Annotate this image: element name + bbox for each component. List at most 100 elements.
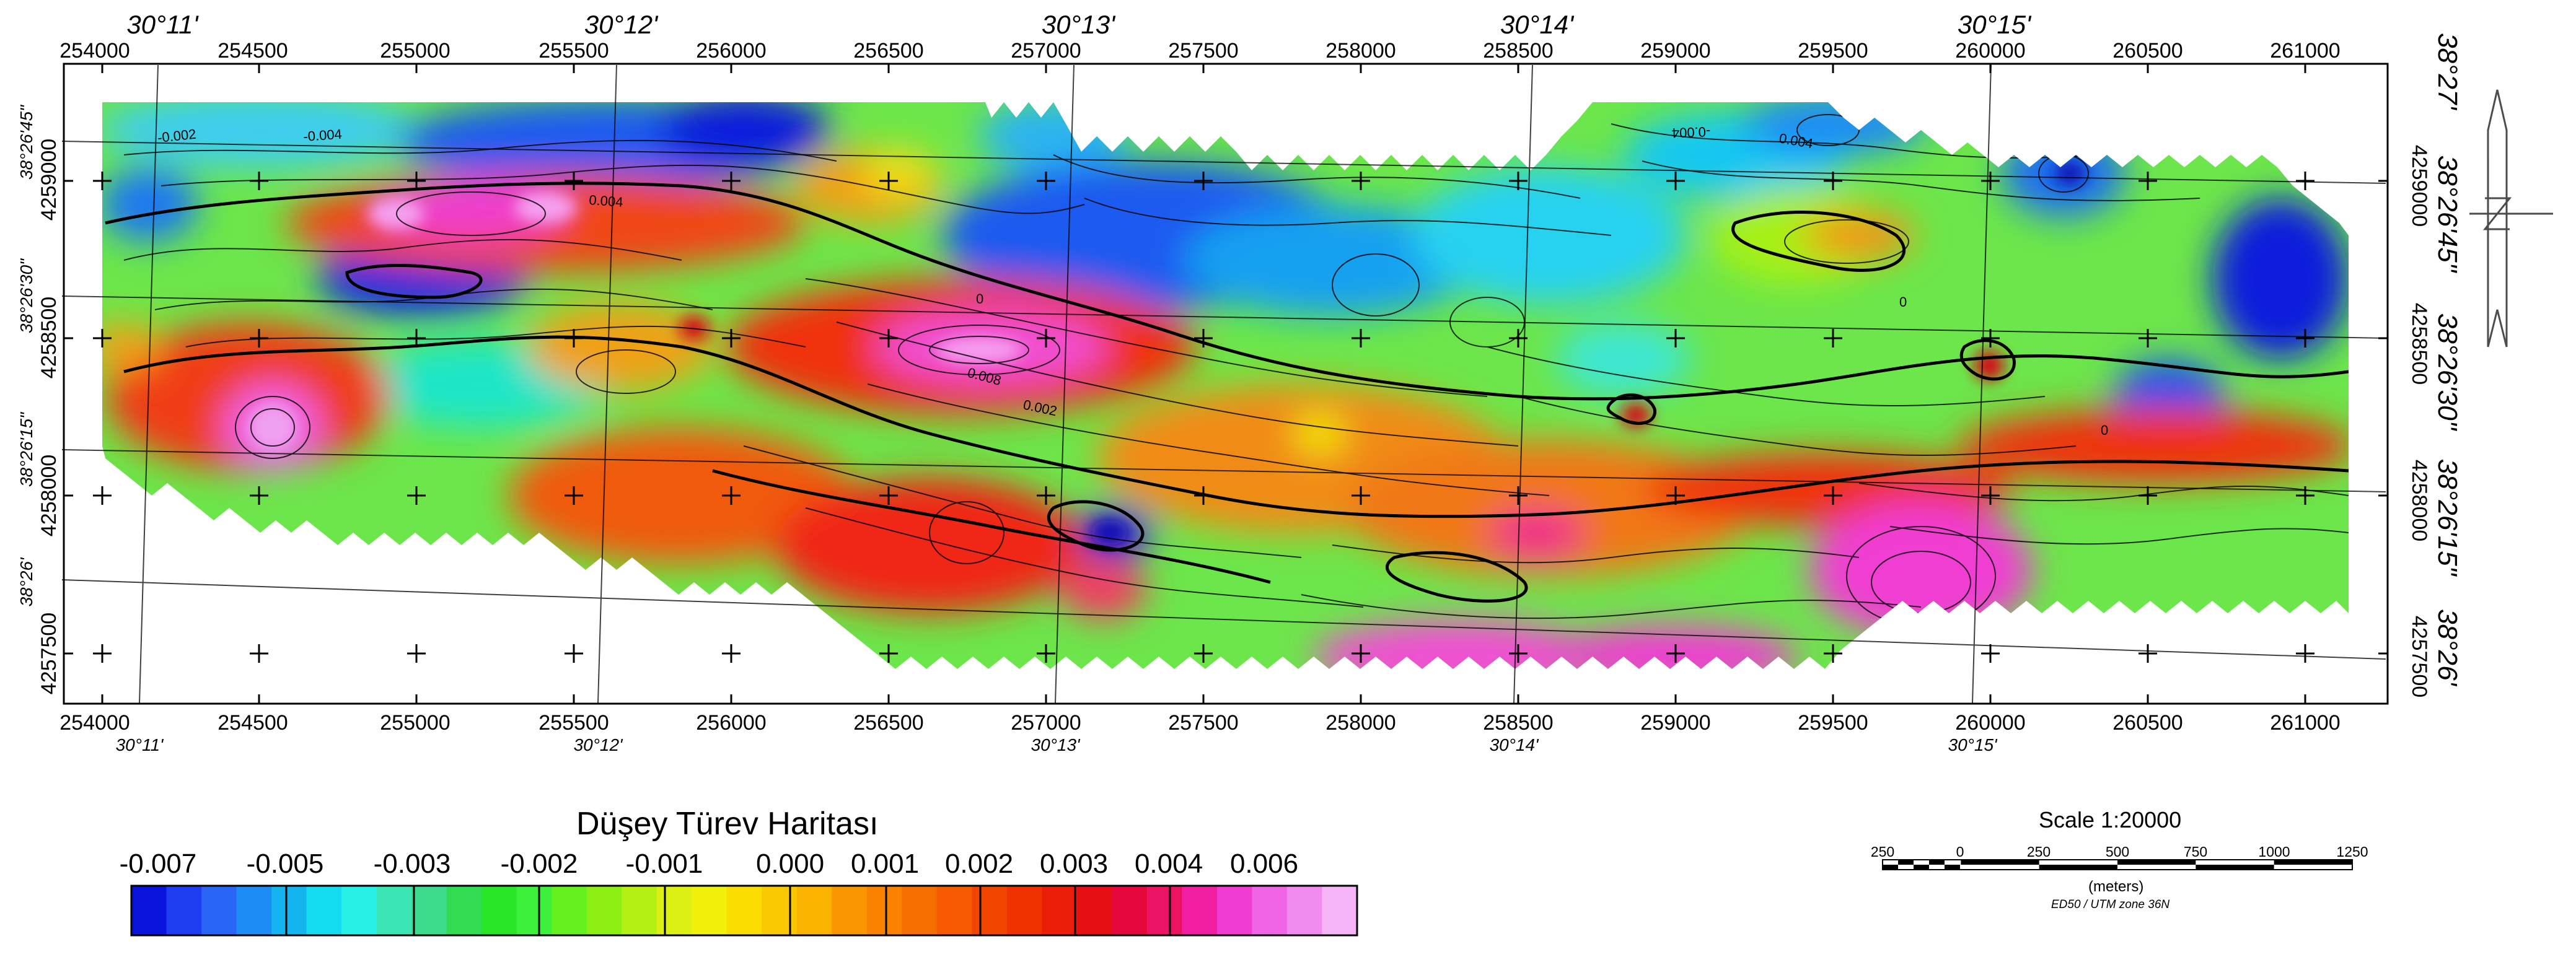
- x-tick-bottom: 254000: [59, 711, 130, 735]
- x-tick-top: 257000: [1011, 39, 1081, 63]
- x-tick-top: 258000: [1325, 39, 1396, 63]
- lat-label-right: 38°27': [2432, 33, 2463, 110]
- colorbar-swatch: [972, 886, 1008, 935]
- scale-title: Scale 1:20000: [2039, 807, 2182, 832]
- x-tick-top: 255000: [380, 39, 450, 63]
- colorbar-swatch: [166, 886, 202, 935]
- colorbar-swatch: [446, 886, 482, 935]
- colorbar-swatch: [762, 886, 798, 935]
- scale-label: 500: [2105, 844, 2130, 860]
- scale-segment: [1929, 860, 1945, 865]
- colorbar-swatch: [586, 886, 622, 935]
- y-tick-left: 4258000: [37, 455, 61, 536]
- contour-label: -0.004: [303, 126, 343, 144]
- scale-label: 1000: [2258, 844, 2290, 860]
- colorbar-label: -0.001: [625, 849, 703, 879]
- utm-grid-crosses: [93, 172, 2314, 663]
- lon-label-bottom: 30°13': [1031, 735, 1081, 754]
- scale-label: 1250: [2336, 844, 2368, 860]
- colorbar-swatch: [726, 886, 762, 935]
- contour-lines: [105, 114, 2349, 626]
- x-tick-top: 260000: [1955, 39, 2025, 63]
- y-tick-right: 4259000: [2407, 145, 2431, 227]
- lat-label-right: 38°26'45": [2432, 155, 2463, 274]
- x-tick-bottom: 261000: [2270, 711, 2340, 735]
- y-tick-right: 4257500: [2407, 616, 2431, 697]
- colorbar-swatch: [411, 886, 447, 935]
- x-tick-top: 254500: [218, 39, 288, 63]
- colorbar-swatch: [796, 886, 832, 935]
- x-tick-top: 258500: [1483, 39, 1553, 63]
- x-tick-top: 256500: [853, 39, 923, 63]
- scale-segment: [1914, 865, 1929, 870]
- scale-projection: ED50 / UTM zone 36N: [2051, 898, 2170, 911]
- scale-segment: [2274, 860, 2352, 865]
- colorbar-swatch: [1322, 886, 1358, 935]
- scale-segment: [1898, 860, 1914, 865]
- scale-segment: [1961, 860, 2039, 865]
- x-tick-bottom: 260000: [1955, 711, 2025, 735]
- colorbar-swatch: [692, 886, 728, 935]
- scale-segment: [1883, 865, 1898, 870]
- colorbar-label: 0.006: [1229, 849, 1299, 879]
- scale-segment: [1945, 865, 1960, 870]
- colorbar-swatch: [1112, 886, 1148, 935]
- lon-label-top: 30°15': [1958, 10, 2032, 39]
- scale-segment: [2039, 865, 2117, 870]
- colorbar-swatch: [1286, 886, 1322, 935]
- colorbar-label: -0.007: [119, 849, 197, 879]
- contour-label: 0: [1899, 294, 1907, 310]
- colorbar-label: 0.004: [1134, 849, 1203, 879]
- lon-label-top: 30°11': [126, 10, 199, 39]
- x-tick-top: 254000: [59, 39, 130, 63]
- colorbar-swatch: [622, 886, 657, 935]
- lat-label-left: 38°26'45": [17, 105, 36, 180]
- scale-label: 250: [1870, 844, 1895, 860]
- colorbar-swatch: [866, 886, 902, 935]
- colorbar-swatch: [656, 886, 692, 935]
- colorbar-swatch: [1042, 886, 1078, 935]
- lat-label-right: 38°26': [2432, 609, 2463, 686]
- x-tick-bottom: 254500: [218, 711, 288, 735]
- x-tick-top: 260500: [2112, 39, 2183, 63]
- x-tick-bottom: 258000: [1325, 711, 1396, 735]
- colorbar-swatch: [236, 886, 272, 935]
- lon-label-bottom: 30°12': [574, 735, 623, 754]
- x-tick-bottom: 257500: [1168, 711, 1238, 735]
- colorbar-swatch: [1216, 886, 1252, 935]
- colorbar-label: -0.003: [373, 849, 451, 879]
- contour-label: -0.004: [1671, 124, 1710, 141]
- x-tick-top: 261000: [2270, 39, 2340, 63]
- scale-label: 0: [1956, 844, 1964, 860]
- x-tick-top: 256000: [696, 39, 766, 63]
- scale-outline: [1882, 859, 2353, 870]
- lat-label-left: 38°26'30": [17, 258, 36, 333]
- colorbar-swatch: [271, 886, 307, 935]
- lon-label-top: 30°14': [1500, 10, 1575, 39]
- colorbar-swatch: [1006, 886, 1042, 935]
- scale-segment: [2117, 860, 2196, 865]
- x-tick-bottom: 258500: [1483, 711, 1553, 735]
- x-tick-top: 259500: [1798, 39, 1868, 63]
- contour-label: 0: [2101, 422, 2108, 438]
- scale-label: 250: [2026, 844, 2051, 860]
- colorbar-swatch: [341, 886, 377, 935]
- x-tick-bottom: 260500: [2112, 711, 2183, 735]
- scale-label: 750: [2183, 844, 2208, 860]
- colorbar-label: 0.001: [850, 849, 920, 879]
- scale-units: (meters): [2088, 878, 2144, 895]
- colorbar-swatch: [936, 886, 972, 935]
- x-tick-bottom: 257000: [1011, 711, 1081, 735]
- colorbar-label: 0.000: [755, 849, 825, 879]
- lon-label-bottom: 30°14': [1490, 735, 1539, 754]
- colorbar-swatch: [516, 886, 552, 935]
- axis-labels: 254000 254500 255000 255500 256000 25650…: [17, 10, 2463, 754]
- lat-label-right: 38°26'15": [2432, 459, 2463, 577]
- scale-segment: [2196, 865, 2274, 870]
- colorbar-swatch: [376, 886, 412, 935]
- lat-label-left: 38°26'15": [17, 412, 36, 487]
- colorbar-swatch: [832, 886, 868, 935]
- colorbar-swatch: [201, 886, 237, 935]
- x-tick-bottom: 255500: [538, 711, 609, 735]
